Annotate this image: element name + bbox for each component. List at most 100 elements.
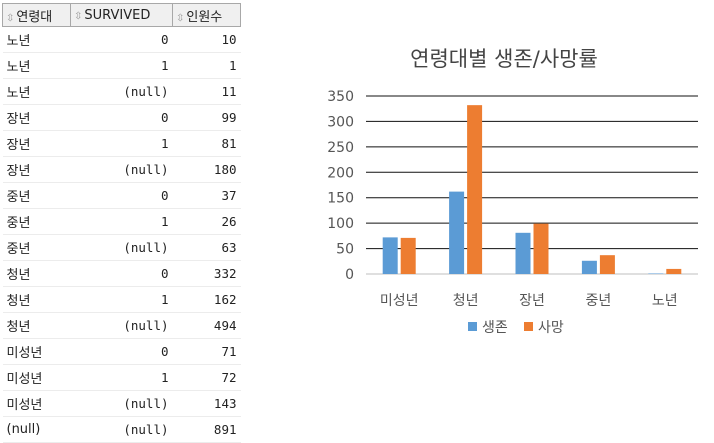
y-tick-label: 100	[327, 216, 354, 232]
legend: 생존 사망	[468, 320, 564, 336]
table-row[interactable]: 청년 0 332	[2, 260, 241, 287]
table-row[interactable]: 장년 (null) 180	[2, 156, 241, 183]
table-row[interactable]: 청년 1 162	[2, 286, 241, 313]
y-tick-label: 350	[327, 89, 354, 105]
table-row[interactable]: 장년 0 99	[2, 104, 241, 131]
cell-count: 891	[172, 416, 241, 443]
y-tick-label: 200	[327, 165, 354, 181]
table-row[interactable]: 미성년 0 71	[2, 338, 241, 365]
bar-사망-미성년	[400, 237, 416, 274]
cell-survived: (null)	[70, 312, 173, 339]
legend-swatch	[468, 322, 477, 331]
cell-survived: 1	[70, 286, 173, 313]
cell-survived: 0	[70, 104, 173, 131]
cell-count: 180	[172, 156, 241, 183]
cell-age-group: 노년	[2, 26, 71, 53]
cell-count: 26	[172, 208, 241, 235]
cell-survived: 0	[70, 182, 173, 209]
x-category-label: 청년	[453, 293, 479, 309]
table-row[interactable]: 청년 (null) 494	[2, 312, 241, 339]
cell-survived: 1	[70, 208, 173, 235]
cell-survived: (null)	[70, 390, 173, 417]
cell-count: 71	[172, 338, 241, 365]
column-header-survived[interactable]: ⇳ SURVIVED	[70, 3, 173, 27]
y-axis-ticks: 0 50 100 150 200 250 300 350	[327, 89, 354, 283]
cell-count: 63	[172, 234, 241, 261]
cell-count: 37	[172, 182, 241, 209]
cell-survived: (null)	[70, 78, 173, 105]
y-tick-label: 50	[336, 242, 354, 258]
cell-age-group: 중년	[2, 182, 71, 209]
sort-icon[interactable]: ⇳	[74, 10, 83, 22]
table-row[interactable]: 노년 (null) 11	[2, 78, 241, 105]
x-category-label: 중년	[586, 293, 612, 309]
bar-생존-미성년	[382, 237, 398, 274]
bar-사망-노년	[666, 268, 682, 274]
table-row[interactable]: 장년 1 81	[2, 130, 241, 157]
x-category-label: 미성년	[380, 293, 419, 309]
table-row[interactable]: 노년 1 1	[2, 52, 241, 79]
x-axis-categories: 미성년 청년 장년 중년 노년	[380, 293, 678, 309]
cell-survived: 1	[70, 364, 173, 391]
cell-age-group: 장년	[2, 104, 71, 131]
cell-count: 81	[172, 130, 241, 157]
result-grid: ⇳ 연령대 ⇳ SURVIVED ⇳ 인원수 노년 0 10 노년 1 1 노년 (null) 11 장…	[2, 3, 241, 443]
table-row[interactable]: 미성년 1 72	[2, 364, 241, 391]
cell-age-group: 장년	[2, 130, 71, 157]
sort-icon[interactable]: ⇳	[6, 12, 15, 24]
bar-생존-장년	[515, 232, 531, 274]
y-tick-label: 0	[345, 267, 354, 283]
bar-사망-청년	[467, 105, 483, 274]
cell-survived: 1	[70, 52, 173, 79]
table-row[interactable]: 노년 0 10	[2, 26, 241, 53]
cell-age-group: 노년	[2, 78, 71, 105]
cell-age-group: 미성년	[2, 338, 71, 365]
x-category-label: 장년	[519, 293, 545, 309]
column-header-count[interactable]: ⇳ 인원수	[172, 3, 241, 27]
bar-생존-노년	[648, 273, 664, 274]
cell-count: 1	[172, 52, 241, 79]
table-row[interactable]: 미성년 (null) 143	[2, 390, 241, 417]
grid-header-row: ⇳ 연령대 ⇳ SURVIVED ⇳ 인원수	[2, 3, 241, 27]
cell-count: 494	[172, 312, 241, 339]
sort-icon[interactable]: ⇳	[176, 12, 185, 24]
bar-생존-청년	[449, 191, 465, 274]
cell-count: 332	[172, 260, 241, 287]
cell-age-group: 중년	[2, 208, 71, 235]
gridlines	[366, 95, 698, 275]
cell-survived: (null)	[70, 156, 173, 183]
cell-survived: 0	[70, 26, 173, 53]
cell-age-group: 장년	[2, 156, 71, 183]
chart-title: 연령대별 생존/사망률	[410, 47, 598, 71]
y-tick-label: 250	[327, 140, 354, 156]
legend-label: 사망	[538, 320, 564, 336]
bar-사망-중년	[599, 255, 615, 274]
cell-survived: 1	[70, 130, 173, 157]
cell-age-group: 청년	[2, 260, 71, 287]
table-row[interactable]: (null) (null) 891	[2, 416, 241, 443]
table-row[interactable]: 중년 (null) 63	[2, 234, 241, 261]
y-tick-label: 150	[327, 191, 354, 207]
y-tick-label: 300	[327, 114, 354, 130]
cell-survived: 0	[70, 338, 173, 365]
cell-age-group: 청년	[2, 286, 71, 313]
cell-count: 143	[172, 390, 241, 417]
cell-count: 10	[172, 26, 241, 53]
cell-age-group: 미성년	[2, 390, 71, 417]
table-row[interactable]: 중년 0 37	[2, 182, 241, 209]
cell-count: 11	[172, 78, 241, 105]
cell-age-group: (null)	[2, 416, 71, 443]
cell-age-group: 미성년	[2, 364, 71, 391]
cell-survived: (null)	[70, 416, 173, 443]
table-row[interactable]: 중년 1 26	[2, 208, 241, 235]
cell-count: 72	[172, 364, 241, 391]
cell-survived: (null)	[70, 234, 173, 261]
bar-사망-장년	[533, 223, 549, 274]
cell-age-group: 청년	[2, 312, 71, 339]
column-header-age-group[interactable]: ⇳ 연령대	[2, 3, 71, 27]
bar-생존-중년	[581, 260, 597, 274]
cell-age-group: 노년	[2, 52, 71, 79]
cell-count: 99	[172, 104, 241, 131]
legend-swatch	[524, 322, 533, 331]
cell-survived: 0	[70, 260, 173, 287]
